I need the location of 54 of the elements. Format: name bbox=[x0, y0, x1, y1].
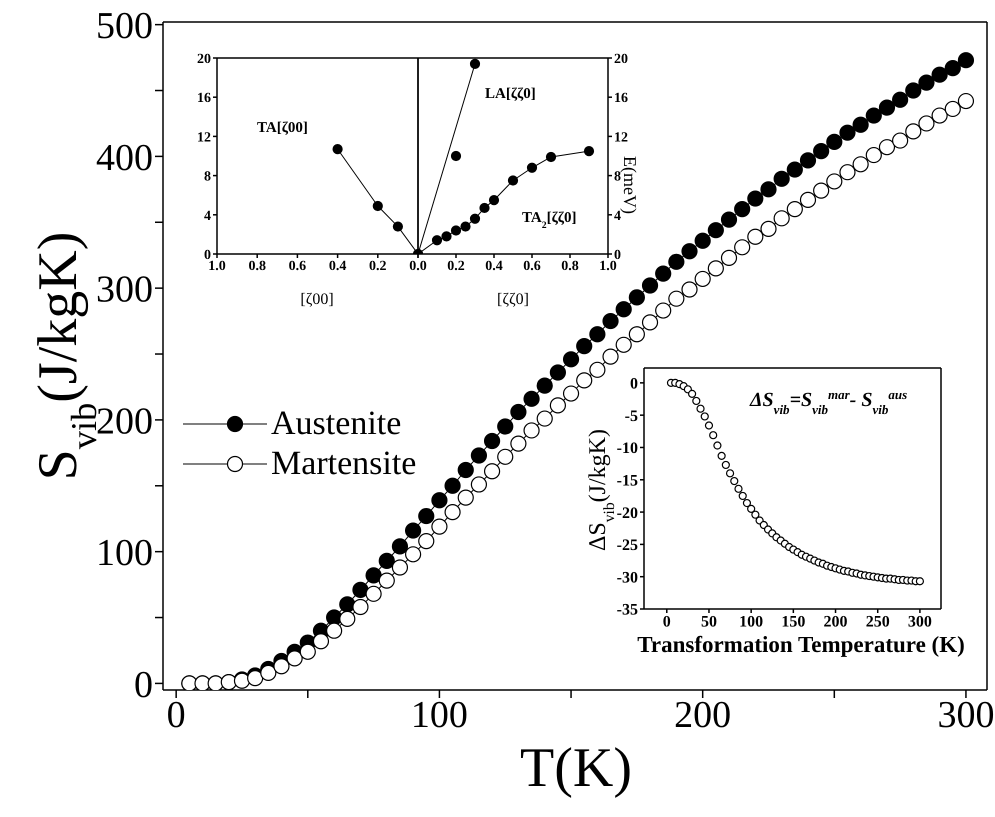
y-tick-label: 4 bbox=[204, 208, 211, 224]
y-tick-label: 16 bbox=[614, 91, 628, 106]
x-tick-label: 1.0 bbox=[599, 258, 617, 274]
y-tick-label: 0 bbox=[630, 376, 638, 393]
x-tick-label: 250 bbox=[866, 613, 890, 630]
x-tick-label: 100 bbox=[410, 694, 468, 736]
x-axis-title: [ζζ0] bbox=[497, 291, 529, 308]
x-axis-title: Transformation Temperature (K) bbox=[637, 632, 965, 657]
y-tick-label: -20 bbox=[616, 504, 638, 522]
series-label: TA[ζ00] bbox=[257, 120, 308, 136]
y-tick-label: 12 bbox=[614, 130, 628, 146]
x-tick-label: 0.6 bbox=[523, 258, 541, 274]
series-label: TA$_{2}$[ζζ0] bbox=[522, 210, 576, 230]
x-tick-label: 50 bbox=[700, 613, 717, 630]
x-tick-label: 300 bbox=[937, 694, 994, 736]
x-tick-label: 0.8 bbox=[561, 258, 579, 274]
y-tick-label: 8 bbox=[614, 170, 621, 185]
x-tick-label: 200 bbox=[674, 694, 732, 736]
y-tick-label: 400 bbox=[96, 136, 153, 179]
x-tick-label: 0.2 bbox=[447, 258, 465, 274]
y-tick-label: 20 bbox=[197, 52, 211, 67]
y-tick-label: -5 bbox=[624, 408, 638, 425]
x-tick-label: 0.8 bbox=[248, 258, 266, 274]
y-tick-label: 8 bbox=[204, 170, 211, 185]
legend-label: Martensite bbox=[271, 444, 416, 484]
y-tick-label: 4 bbox=[614, 208, 621, 224]
x-tick-label: 0.6 bbox=[288, 258, 306, 274]
y-tick-label: -15 bbox=[616, 472, 638, 490]
x-tick-label: 0.2 bbox=[369, 258, 387, 274]
y-tick-label: -35 bbox=[616, 602, 638, 619]
x-tick-label: 300 bbox=[908, 613, 932, 630]
y-axis-title: E(meV) bbox=[620, 156, 640, 214]
x-tick-label: 0.0 bbox=[409, 258, 427, 274]
y-tick-label: 0 bbox=[204, 248, 211, 263]
y-tick-label: 12 bbox=[197, 130, 211, 146]
x-tick-label: 150 bbox=[781, 613, 806, 630]
series-label: LA[ζζ0] bbox=[485, 86, 536, 102]
y-tick-label: -25 bbox=[616, 537, 638, 554]
y-tick-label: 500 bbox=[96, 5, 153, 48]
y-tick-label: 20 bbox=[614, 52, 628, 67]
x-tick-label: 200 bbox=[824, 613, 848, 630]
x-tick-label: 100 bbox=[739, 613, 764, 630]
x-tick-label: 0 bbox=[662, 613, 671, 630]
y-tick-label: -10 bbox=[616, 440, 638, 458]
y-tick-label: 16 bbox=[197, 91, 211, 106]
x-tick-label: 0.4 bbox=[485, 258, 503, 274]
y-tick-label: -30 bbox=[616, 569, 638, 586]
y-tick-label: 0 bbox=[134, 664, 153, 706]
x-axis-title: [ζ00] bbox=[300, 291, 334, 308]
x-axis-title: T(K) bbox=[520, 737, 632, 799]
y-tick-label: 100 bbox=[96, 532, 153, 574]
x-tick-label: 1.0 bbox=[208, 258, 226, 274]
legend-label: Austenite bbox=[271, 404, 402, 444]
x-tick-label: 0.4 bbox=[328, 258, 346, 274]
